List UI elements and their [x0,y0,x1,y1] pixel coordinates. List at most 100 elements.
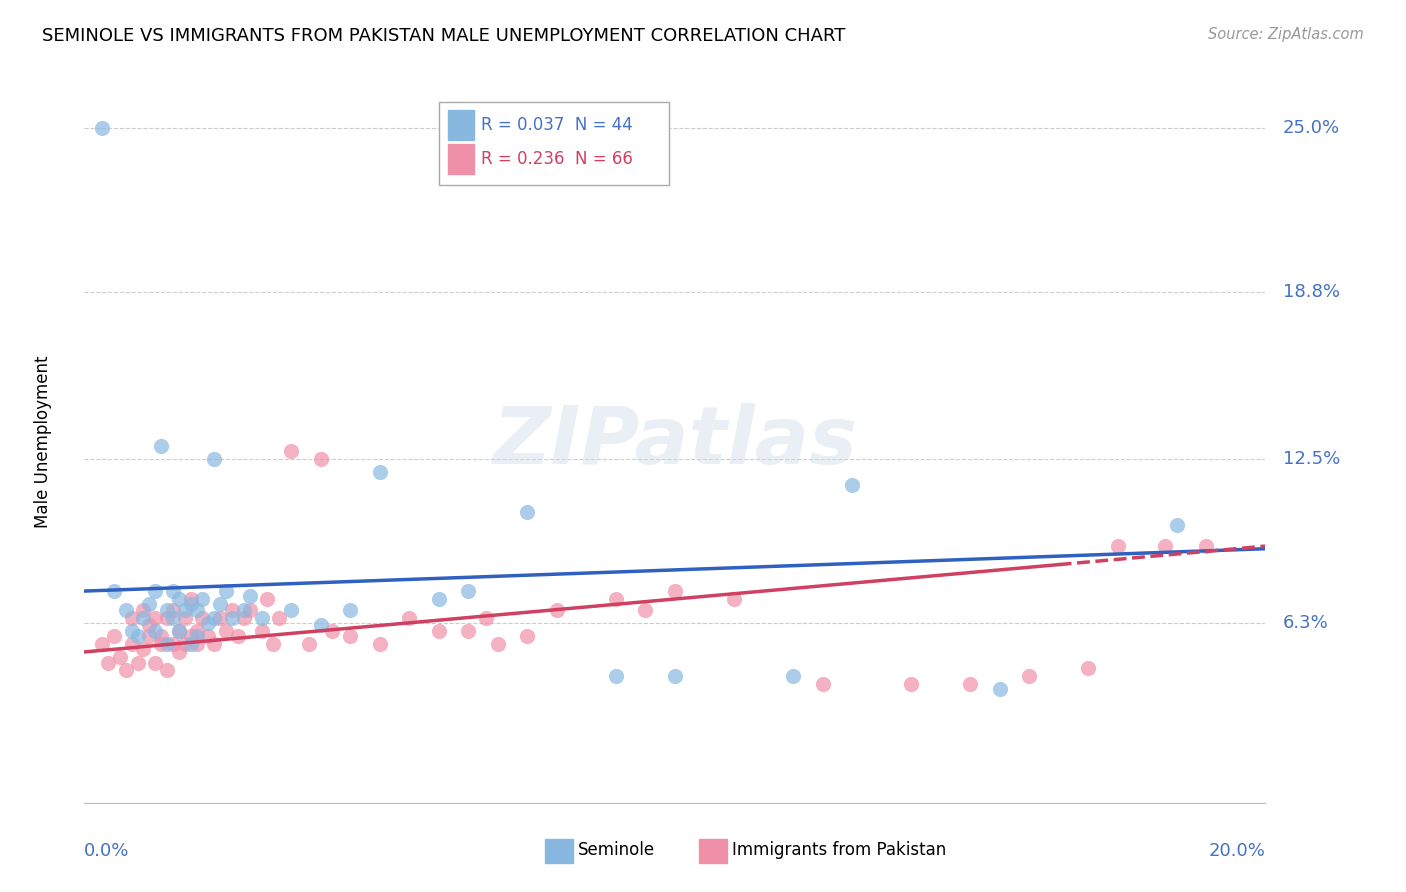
Point [256,592,278,607]
Point [811,676,834,690]
Point [1195,539,1218,553]
Point [103,629,125,643]
Point [197,629,219,643]
Point [121,610,143,624]
Point [309,618,332,632]
Point [841,478,863,492]
Point [167,592,190,607]
Point [269,610,291,624]
Point [186,629,208,643]
Point [226,629,249,643]
Point [1166,517,1188,532]
Point [1107,539,1129,553]
Point [138,629,160,643]
Point [162,610,184,624]
Text: 18.8%: 18.8% [1284,283,1340,301]
Point [209,597,232,611]
Point [114,602,136,616]
Point [202,610,225,624]
Text: 20.0%: 20.0% [1209,842,1265,860]
Point [156,637,179,651]
Point [173,637,195,651]
Bar [546,838,574,863]
Point [486,637,509,651]
Text: 12.5%: 12.5% [1284,450,1340,467]
Point [959,676,981,690]
Point [173,610,195,624]
Point [250,610,273,624]
Point [516,505,538,519]
Point [202,637,225,651]
Point [138,618,160,632]
Point [132,642,155,657]
Point [143,624,166,638]
Point [114,664,136,678]
Point [1018,669,1040,683]
FancyBboxPatch shape [439,102,669,185]
Point [321,624,343,638]
Text: R = 0.037  N = 44: R = 0.037 N = 44 [481,116,633,134]
Point [475,610,498,624]
Point [1077,661,1099,675]
Point [398,610,420,624]
Point [156,610,179,624]
Point [156,602,179,616]
Point [91,120,114,135]
Text: ZIPatlas: ZIPatlas [492,402,858,481]
Bar [699,838,727,863]
Point [173,602,195,616]
Point [457,624,479,638]
Point [280,443,302,458]
Point [782,669,804,683]
Point [103,584,125,599]
Bar [449,110,474,140]
Point [605,592,627,607]
Point [150,438,173,452]
Point [232,610,254,624]
Point [191,592,214,607]
Text: Seminole: Seminole [578,841,655,859]
Text: SEMINOLE VS IMMIGRANTS FROM PAKISTAN MALE UNEMPLOYMENT CORRELATION CHART: SEMINOLE VS IMMIGRANTS FROM PAKISTAN MAL… [42,27,845,45]
Point [180,597,202,611]
Text: Male Unemployment: Male Unemployment [34,355,52,528]
Point [250,624,273,638]
Point [215,584,238,599]
Point [180,637,202,651]
Point [167,624,190,638]
Point [121,624,143,638]
Point [900,676,922,690]
Point [143,584,166,599]
Point [368,637,391,651]
Point [209,610,232,624]
Point [143,610,166,624]
Point [546,602,568,616]
Point [298,637,321,651]
Point [150,629,173,643]
Point [180,629,202,643]
Text: Source: ZipAtlas.com: Source: ZipAtlas.com [1208,27,1364,42]
Point [1154,539,1177,553]
Point [121,637,143,651]
Point [186,637,208,651]
Point [127,656,149,670]
Point [239,602,262,616]
Point [634,602,657,616]
Point [664,669,686,683]
Point [339,602,361,616]
Point [162,584,184,599]
Point [427,592,450,607]
Point [262,637,284,651]
Text: 6.3%: 6.3% [1284,614,1329,632]
Point [186,602,208,616]
Point [162,602,184,616]
Text: 0.0%: 0.0% [84,842,129,860]
Point [97,656,120,670]
Point [309,451,332,466]
Point [221,602,243,616]
Point [516,629,538,643]
Text: Immigrants from Pakistan: Immigrants from Pakistan [731,841,946,859]
Point [162,637,184,651]
Point [91,637,114,651]
Point [427,624,450,638]
Point [167,645,190,659]
